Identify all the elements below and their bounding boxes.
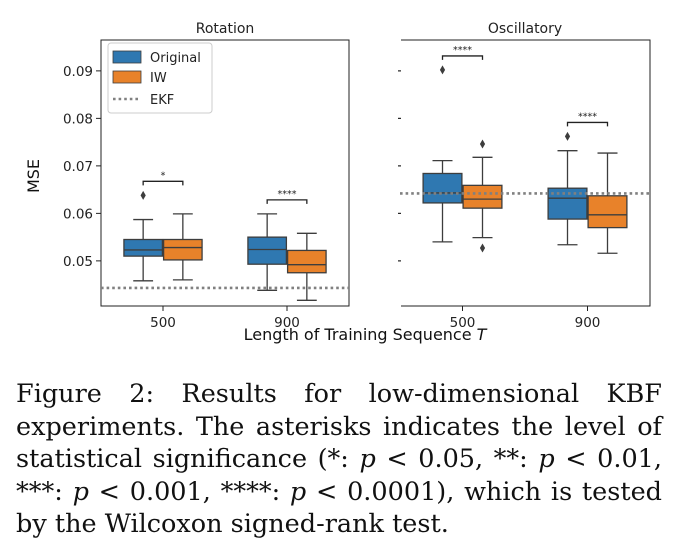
y-tick-label: 0.07 [63, 159, 93, 175]
outlier-point [479, 139, 486, 149]
panel-title: Rotation [196, 21, 255, 37]
axis-gap-mask [396, 36, 401, 310]
x-tick-label: 900 [575, 315, 601, 331]
y-ticks: 500 900 [398, 70, 601, 331]
legend-iw-swatch [112, 70, 142, 84]
caption-label: Figure 2: [16, 379, 155, 409]
caption-text: < 0.0001), which is tested by the Wilcox… [16, 476, 662, 540]
box-iw [162, 238, 203, 261]
caption-text: < 0.01, ***: [16, 444, 663, 507]
x-axis-label-text: Length of Training Sequence [244, 325, 472, 344]
x-tick-label: 500 [450, 315, 476, 331]
plot-marks: **** **** [400, 45, 650, 254]
significance-bracket [566, 121, 609, 127]
box-iw [587, 195, 628, 229]
figure-caption: Figure 2: Results for low-dimensional KB… [16, 378, 662, 541]
caption-p-var: p [359, 444, 376, 475]
caption-p-var: p [289, 476, 307, 507]
x-axis-label: Length of Training Sequence T [244, 325, 488, 344]
legend-original-label: Original [150, 51, 201, 66]
significance-stars: **** [578, 111, 597, 122]
legend: Original IW EKF [107, 42, 213, 114]
box-original [422, 172, 463, 204]
panel-title: Oscillatory [488, 21, 562, 37]
panel-oscillatory: Oscillatory 500 900 **** **** [396, 21, 651, 331]
box-original [247, 236, 288, 265]
caption-text: Results for low-dimensional KBF experime… [16, 379, 662, 475]
significance-bracket [441, 55, 484, 60]
outlier-point [439, 65, 446, 75]
significance-bracket [266, 199, 308, 204]
significance-bracket [142, 180, 184, 186]
plot-marks: ***** [101, 170, 349, 301]
caption-text: < 0.001, ****: [88, 476, 290, 507]
box-iw [286, 249, 327, 274]
outlier-point [140, 190, 146, 200]
y-tick-label: 0.08 [63, 111, 93, 127]
y-tick-label: 0.06 [63, 206, 93, 222]
y-tick-label: 0.05 [63, 254, 93, 270]
significance-stars: * [161, 170, 166, 181]
legend-iw-label: IW [150, 71, 167, 86]
significance-stars: **** [278, 189, 297, 200]
outlier-point [479, 243, 486, 253]
x-axis-label-var: T [477, 325, 488, 344]
caption-p-var: p [72, 476, 89, 507]
box-original [123, 238, 164, 257]
outlier-point [564, 131, 571, 141]
y-tick-label: 0.09 [63, 64, 93, 80]
x-tick-label: 500 [150, 315, 176, 331]
y-ticks: 0.05 0.06 0.07 0.08 0.09 500 900 [63, 64, 300, 331]
x-tick-label: 900 [274, 315, 300, 331]
box-iw [462, 184, 503, 209]
caption-p-var: p [538, 444, 555, 475]
axes-frame [100, 39, 350, 307]
significance-stars: **** [453, 45, 472, 56]
legend-original-swatch [112, 50, 142, 64]
legend-ekf-label: EKF [150, 93, 174, 108]
caption-text: < 0.05, **: [375, 444, 539, 475]
y-axis-label: MSE [24, 159, 43, 193]
